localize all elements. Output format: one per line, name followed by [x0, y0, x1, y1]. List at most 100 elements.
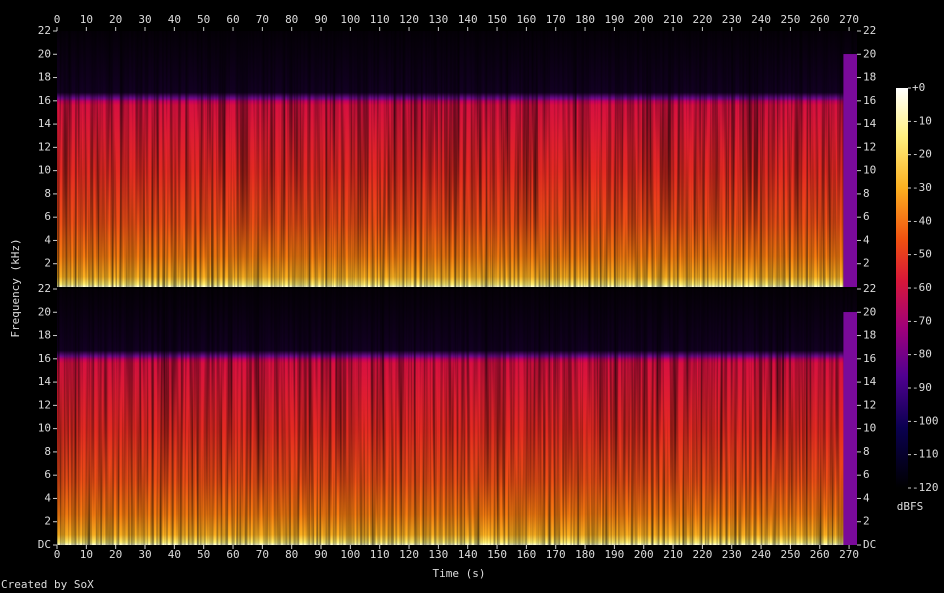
- y-tick-label: 12: [38, 140, 51, 153]
- y-tick-label-right: 4: [863, 491, 870, 504]
- x-tick-label-bottom: 270: [839, 548, 859, 561]
- x-tick-label-bottom: 20: [109, 548, 122, 561]
- colorbar-tick-label: -80: [912, 348, 932, 361]
- x-tick-label-bottom: 170: [546, 548, 566, 561]
- y-tick-label: 16: [38, 352, 51, 365]
- x-tick-label-bottom: 80: [285, 548, 298, 561]
- y-tick-label-right: 4: [863, 233, 870, 246]
- x-tick-label-bottom: 190: [604, 548, 624, 561]
- y-tick-label-right: 8: [863, 445, 870, 458]
- x-tick-label-bottom: 160: [516, 548, 536, 561]
- colorbar-tick-label: -70: [912, 314, 932, 327]
- y-tick-label: 12: [38, 398, 51, 411]
- colorbar-tick-label: -50: [912, 248, 932, 261]
- y-tick-label-right: 10: [863, 422, 876, 435]
- y-tick-label: 6: [44, 468, 51, 481]
- y-tick-label: 8: [44, 445, 51, 458]
- x-tick-label-top: 20: [109, 13, 122, 26]
- x-tick-label-bottom: 30: [138, 548, 151, 561]
- x-tick-label-top: 30: [138, 13, 151, 26]
- y-tick-label: 20: [38, 305, 51, 318]
- x-tick-label-bottom: 240: [751, 548, 771, 561]
- y-tick-label-right: 12: [863, 398, 876, 411]
- footer: Created by SoX: [1, 578, 94, 591]
- y-tick-label: 22: [38, 24, 51, 37]
- y-tick-label-right: 22: [863, 282, 876, 295]
- x-tick-label-top: 140: [458, 13, 478, 26]
- x-tick-label-top: 220: [692, 13, 712, 26]
- colorbar-tick-label: -100: [912, 414, 939, 427]
- y-tick-label-right: 20: [863, 305, 876, 318]
- x-axis-label: Time (s): [433, 567, 486, 580]
- y-tick-label-right: 6: [863, 210, 870, 223]
- fade-out-region: [843, 54, 857, 287]
- y-tick-label-right: 12: [863, 140, 876, 153]
- y-tick-label: 14: [38, 117, 52, 130]
- x-tick-label-bottom: 60: [226, 548, 239, 561]
- x-tick-label-bottom: 50: [197, 548, 210, 561]
- x-tick-label-top: 260: [810, 13, 830, 26]
- colorbar-tick-label: -90: [912, 381, 932, 394]
- colorbar: [896, 88, 908, 488]
- x-tick-label-bottom: 150: [487, 548, 507, 561]
- x-tick-label-top: 210: [663, 13, 683, 26]
- x-tick-label-bottom: 110: [370, 548, 390, 561]
- y-tick-label: 2: [44, 515, 51, 528]
- fade-out-region: [843, 312, 857, 545]
- x-tick-label-bottom: 210: [663, 548, 683, 561]
- y-tick-label: 6: [44, 210, 51, 223]
- y-tick-label-right: 18: [863, 329, 876, 342]
- y-tick-label-right: 8: [863, 187, 870, 200]
- x-tick-label-top: 160: [516, 13, 536, 26]
- y-tick-label-right: DC: [863, 538, 876, 551]
- y-tick-label-right: 20: [863, 47, 876, 60]
- y-tick-label: 10: [38, 164, 51, 177]
- x-tick-label-top: 270: [839, 13, 859, 26]
- x-tick-label-bottom: 200: [634, 548, 654, 561]
- colorbar-label: dBFS: [897, 500, 924, 513]
- y-tick-label: 4: [44, 233, 51, 246]
- x-tick-label-top: 200: [634, 13, 654, 26]
- y-tick-label-right: 14: [863, 117, 877, 130]
- y-tick-label: 18: [38, 71, 51, 84]
- spectrogram-texture: [57, 289, 857, 545]
- y-tick-label: 16: [38, 94, 51, 107]
- colorbar-tick-label: -110: [912, 448, 939, 461]
- colorbar-tick-label: -10: [912, 114, 932, 127]
- x-tick-label-top: 240: [751, 13, 771, 26]
- x-tick-label-top: 170: [546, 13, 566, 26]
- y-tick-label: 4: [44, 491, 51, 504]
- spectrogram-texture: [57, 31, 857, 287]
- y-tick-label: 2: [44, 257, 51, 270]
- y-tick-label: 18: [38, 329, 51, 342]
- colorbar-tick-label: +0: [912, 81, 925, 94]
- x-tick-label-top: 40: [168, 13, 181, 26]
- y-tick-label: 14: [38, 375, 52, 388]
- x-tick-label-top: 130: [428, 13, 448, 26]
- x-tick-label-top: 50: [197, 13, 210, 26]
- colorbar-tick-label: -40: [912, 214, 932, 227]
- x-tick-label-top: 250: [780, 13, 800, 26]
- x-tick-label-bottom: 0: [54, 548, 61, 561]
- x-tick-label-bottom: 230: [722, 548, 742, 561]
- y-axis-label: Frequency (kHz): [9, 238, 22, 337]
- x-tick-label-top: 90: [314, 13, 327, 26]
- x-tick-label-bottom: 260: [810, 548, 830, 561]
- colorbar-tick-label: -30: [912, 181, 932, 194]
- x-tick-label-bottom: 250: [780, 548, 800, 561]
- y-tick-label: 10: [38, 422, 51, 435]
- x-tick-label-top: 100: [340, 13, 360, 26]
- x-tick-label-bottom: 10: [80, 548, 93, 561]
- y-tick-label: 20: [38, 47, 51, 60]
- colorbar-tick-label: -60: [912, 281, 932, 294]
- x-tick-label-top: 0: [54, 13, 61, 26]
- x-tick-label-top: 10: [80, 13, 93, 26]
- x-tick-label-bottom: 220: [692, 548, 712, 561]
- x-tick-label-top: 80: [285, 13, 298, 26]
- y-tick-label-right: 14: [863, 375, 877, 388]
- y-tick-label-right: 18: [863, 71, 876, 84]
- y-tick-label: 22: [38, 282, 51, 295]
- x-tick-label-top: 150: [487, 13, 507, 26]
- x-tick-label-top: 230: [722, 13, 742, 26]
